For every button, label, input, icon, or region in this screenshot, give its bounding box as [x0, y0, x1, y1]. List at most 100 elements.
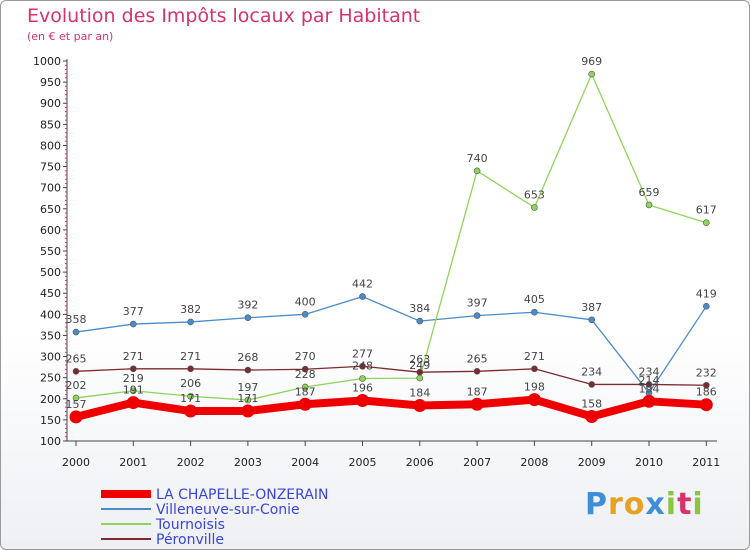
data-labels: 358 377 382 392 400 442 384 397 405 387 214 419 202 2…: [66, 55, 717, 411]
data-point: [585, 410, 599, 424]
data-point: [588, 381, 596, 388]
x-tick-label: 2006: [406, 456, 434, 469]
y-tick-label: 650: [40, 203, 61, 216]
x-tick-label: 2008: [520, 456, 548, 469]
data-point: [531, 308, 538, 316]
data-point: [130, 387, 137, 395]
y-tick-label: 750: [40, 161, 61, 174]
proxiti-logo: Proxiti: [585, 487, 704, 522]
data-label: 248: [352, 360, 373, 373]
data-label: 171: [237, 392, 258, 405]
y-tick-label: 450: [40, 287, 61, 300]
data-point: [72, 328, 80, 336]
data-label: 196: [352, 381, 373, 394]
data-point: [356, 393, 369, 407]
y-tick-label: 150: [40, 414, 61, 427]
series-line: [75, 395, 707, 421]
data-point: [470, 397, 484, 411]
data-label: 219: [123, 372, 144, 385]
data-point: [187, 392, 194, 400]
x-tick-label: 2007: [463, 456, 491, 469]
y-tick-label: 350: [40, 329, 61, 342]
data-point: [359, 293, 366, 300]
legend-label: Villeneuve-sur-Conie: [156, 502, 300, 518]
data-point: [588, 316, 596, 324]
data-label: 384: [409, 302, 430, 315]
data-point: [473, 312, 481, 319]
data-label: 249: [409, 359, 430, 372]
data-label: 358: [66, 313, 87, 326]
data-point: [531, 365, 538, 373]
data-label: 419: [696, 287, 717, 300]
series-line: [75, 295, 707, 394]
data-point: [473, 167, 481, 175]
data-label: 184: [409, 387, 430, 400]
data-point: [527, 393, 541, 407]
series-lines: [75, 73, 707, 421]
data-point: [72, 394, 80, 402]
x-tick-label: 2002: [177, 456, 205, 469]
data-label: 382: [180, 303, 201, 316]
data-label: 653: [524, 189, 545, 202]
data-point: [244, 366, 252, 374]
data-label: 214: [639, 374, 660, 387]
data-point: [298, 397, 312, 411]
data-label: 271: [123, 350, 144, 363]
y-tick-label: 600: [40, 224, 61, 237]
data-point: [531, 204, 538, 211]
x-tick-label: 2009: [578, 456, 606, 469]
data-point: [241, 404, 255, 418]
data-point: [413, 399, 427, 413]
series-line: [75, 365, 707, 386]
data-point: [416, 374, 424, 382]
data-point: [130, 320, 137, 328]
logo-letter: x: [645, 487, 666, 522]
data-point: [473, 368, 481, 375]
x-tick-label: 2005: [349, 456, 377, 469]
x-tick-label: 2001: [119, 456, 147, 469]
data-label: 186: [696, 386, 717, 399]
data-point: [702, 303, 710, 310]
chart-subtitle: (en € et par an): [27, 30, 114, 43]
logo-letter: o: [623, 487, 646, 522]
legend-label: LA CHAPELLE-ONZERAIN: [156, 487, 328, 503]
data-point: [69, 410, 83, 424]
data-label: 270: [295, 350, 316, 363]
y-tick-label: 250: [40, 372, 61, 385]
logo-letter: r: [608, 487, 624, 522]
data-label: 263: [409, 353, 430, 366]
data-label: 171: [180, 392, 201, 405]
data-label: 197: [237, 381, 258, 394]
x-tick-label: 2004: [291, 456, 319, 469]
y-tick-label: 950: [40, 76, 61, 89]
data-label: 969: [581, 55, 602, 68]
data-label: 377: [123, 305, 144, 318]
data-point: [416, 368, 424, 376]
legend: LA CHAPELLE-ONZERAINVilleneuve-sur-Conie…: [101, 487, 328, 548]
y-tick-label: 800: [40, 139, 61, 152]
y-tick-label: 550: [40, 245, 61, 258]
data-point: [416, 317, 424, 325]
data-label: 194: [639, 382, 660, 395]
x-tick-label: 2000: [62, 456, 90, 469]
logo-letter: t: [677, 487, 693, 522]
data-label: 271: [524, 350, 545, 363]
data-point: [244, 314, 252, 322]
data-point: [359, 362, 366, 370]
data-point: [645, 201, 653, 209]
logo-letter: i: [692, 487, 704, 522]
y-tick-label: 700: [40, 182, 61, 195]
data-label: 206: [180, 377, 201, 390]
legend-label: Péronville: [156, 532, 224, 548]
legend-label: Tournoisis: [155, 517, 225, 533]
data-label: 228: [295, 368, 316, 381]
y-tick-label: 1000: [33, 55, 61, 68]
data-label: 740: [467, 152, 488, 165]
data-point: [645, 381, 653, 388]
data-point: [72, 368, 80, 375]
data-label: 198: [524, 381, 545, 394]
y-tick-label: 100: [40, 435, 61, 448]
data-point: [130, 365, 137, 373]
